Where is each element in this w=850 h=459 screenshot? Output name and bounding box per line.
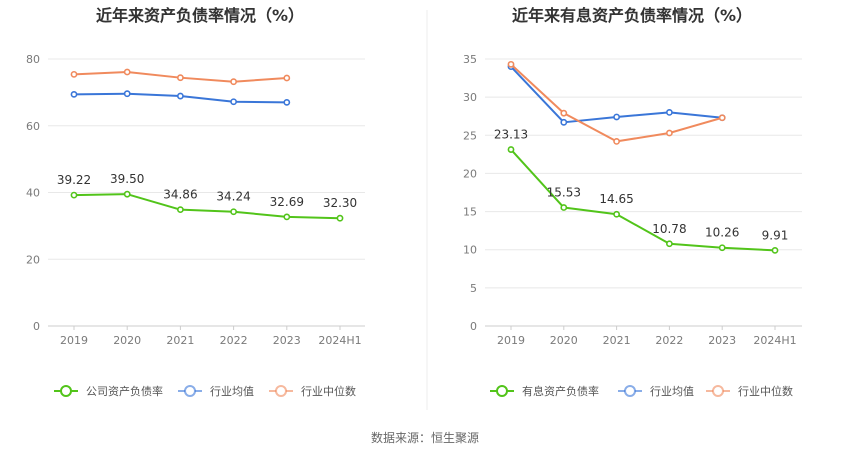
data-label: 10.78 [652,222,686,236]
data-point-industry_median [230,78,237,86]
data-label: 34.24 [216,190,250,204]
x-tick-label: 2020 [113,334,141,347]
interest-bearing-debt-ratio-chart: 近年来有息资产负债率情况（%） 0 5 10 15 20 25 30 35 2019 2020 202… [463,6,802,398]
data-point-industry_avg [123,90,131,98]
x-tick-label: 2022 [220,334,248,347]
data-point-company [70,191,78,199]
x-tick-label: 2019 [497,334,525,347]
y-tick-label: 20 [26,253,40,266]
legend-marker [712,385,724,397]
x-tick-label: 2019 [60,334,88,347]
legend-marker [275,385,287,397]
data-point-company [613,210,620,218]
x-tick-label: 2024H1 [753,334,796,347]
data-point-industry_avg [560,118,568,126]
data-label: 32.30 [323,196,357,210]
legend-label: 行业均值 [210,385,254,398]
source-label: 数据来源：恒生聚源 [371,430,479,445]
legend-marker [496,385,508,397]
data-point-industry_avg [230,98,237,106]
y-tick-label: 35 [463,53,477,66]
data-point-industry_median [70,70,78,78]
data-label: 14.65 [599,192,633,206]
x-tick-label: 2023 [708,334,736,347]
legend-label: 公司资产负债率 [86,384,163,398]
y-tick-label: 5 [470,282,477,295]
legend-label: 行业中位数 [301,384,356,398]
data-point-industry_avg [70,90,78,98]
data-label: 34.86 [163,188,197,202]
y-tick-label: 30 [463,91,477,104]
x-tick-label: 2023 [273,334,301,347]
x-tick-label: 2021 [603,334,631,347]
data-label: 23.13 [494,128,528,142]
y-tick-label: 60 [26,120,40,133]
data-label: 39.22 [57,173,91,187]
data-point-industry_median [507,60,515,68]
legend-marker [60,385,72,397]
data-label: 32.69 [270,195,304,209]
series-line-company [510,148,776,252]
data-point-company [560,204,568,211]
series-line-company [73,193,341,220]
legend-label: 有息资产负债率 [522,384,599,398]
y-tick-label: 80 [26,53,40,66]
debt-ratio-chart: 近年来资产负债率情况（%） 0 20 40 60 80 2019 2020 2021 2022 20… [26,6,365,398]
data-label: 15.53 [547,186,581,200]
data-point-company [123,190,131,198]
data-point-company [718,244,726,252]
legend-marker [184,385,196,397]
data-point-company [283,213,291,221]
data-point-company [666,240,673,248]
data-point-industry_avg [666,109,673,116]
y-tick-label: 20 [463,167,477,180]
legend-label: 行业中位数 [738,384,793,398]
data-point-industry_avg [613,113,620,121]
chart-title: 近年来资产负债率情况（%） [96,6,304,25]
data-point-industry_median [283,74,291,82]
legend-marker [624,385,636,397]
data-point-company [176,206,184,214]
data-point-industry_median [560,109,568,117]
data-point-company [230,208,237,216]
data-point-company [336,214,344,222]
data-label: 9.91 [762,228,789,242]
data-point-company [771,247,779,254]
data-point-industry_median [123,68,131,76]
y-tick-label: 0 [33,320,40,333]
y-tick-label: 10 [463,244,477,257]
data-point-industry_median [176,74,184,82]
data-point-industry_avg [283,98,291,106]
y-tick-label: 25 [463,129,477,142]
series-line-industry_median [510,63,723,143]
x-tick-label: 2021 [166,334,194,347]
data-point-industry_median [613,137,620,145]
x-tick-label: 2024H1 [318,334,361,347]
y-tick-label: 15 [463,206,477,219]
data-point-industry_median [666,129,673,137]
chart-title: 近年来有息资产负债率情况（%） [512,6,752,25]
x-tick-label: 2020 [550,334,578,347]
data-label: 10.26 [705,226,739,240]
data-point-industry_median [718,114,726,122]
data-label: 39.50 [110,172,144,186]
legend-label: 行业均值 [650,385,694,398]
y-tick-label: 40 [26,187,40,200]
y-tick-label: 0 [470,320,477,333]
data-point-industry_avg [176,92,184,100]
data-point-company [507,146,515,153]
x-tick-label: 2022 [655,334,683,347]
